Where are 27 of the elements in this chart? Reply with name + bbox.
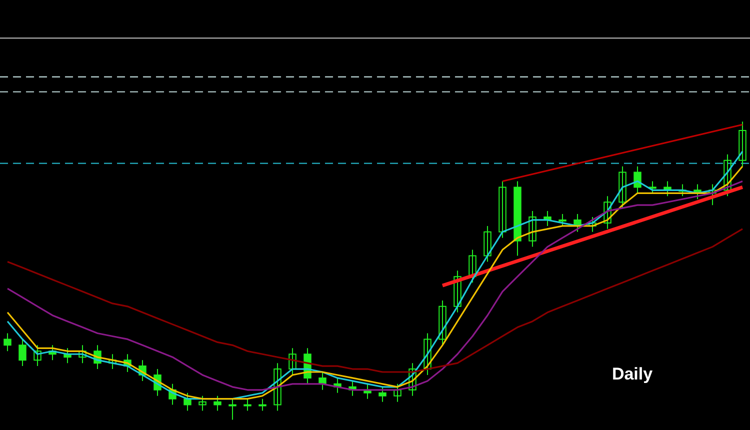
candlestick <box>78 344 86 364</box>
candlestick <box>34 344 42 367</box>
candlestick <box>408 362 416 396</box>
candlestick <box>708 184 716 206</box>
candlestick <box>394 383 402 402</box>
candlestick <box>258 398 266 412</box>
candlestick <box>648 180 656 194</box>
candlestick <box>244 398 252 412</box>
candlestick <box>528 210 536 248</box>
candlestick <box>424 332 432 376</box>
candlestick <box>108 354 116 370</box>
candlestick <box>198 395 206 412</box>
candlestick <box>498 180 506 238</box>
candlestick <box>484 225 492 262</box>
candlestick <box>454 270 462 313</box>
candlestick <box>468 249 476 284</box>
candlestick <box>738 121 746 167</box>
annotation: Daily <box>612 364 654 384</box>
candlestick <box>228 398 236 420</box>
candlestick <box>288 348 296 376</box>
candlestick <box>604 196 612 230</box>
candlestick <box>678 184 686 197</box>
candlestick <box>438 300 446 346</box>
candlestick <box>724 154 732 197</box>
candlestick <box>618 166 626 209</box>
candlestick <box>274 362 282 412</box>
candlestick <box>558 214 566 226</box>
